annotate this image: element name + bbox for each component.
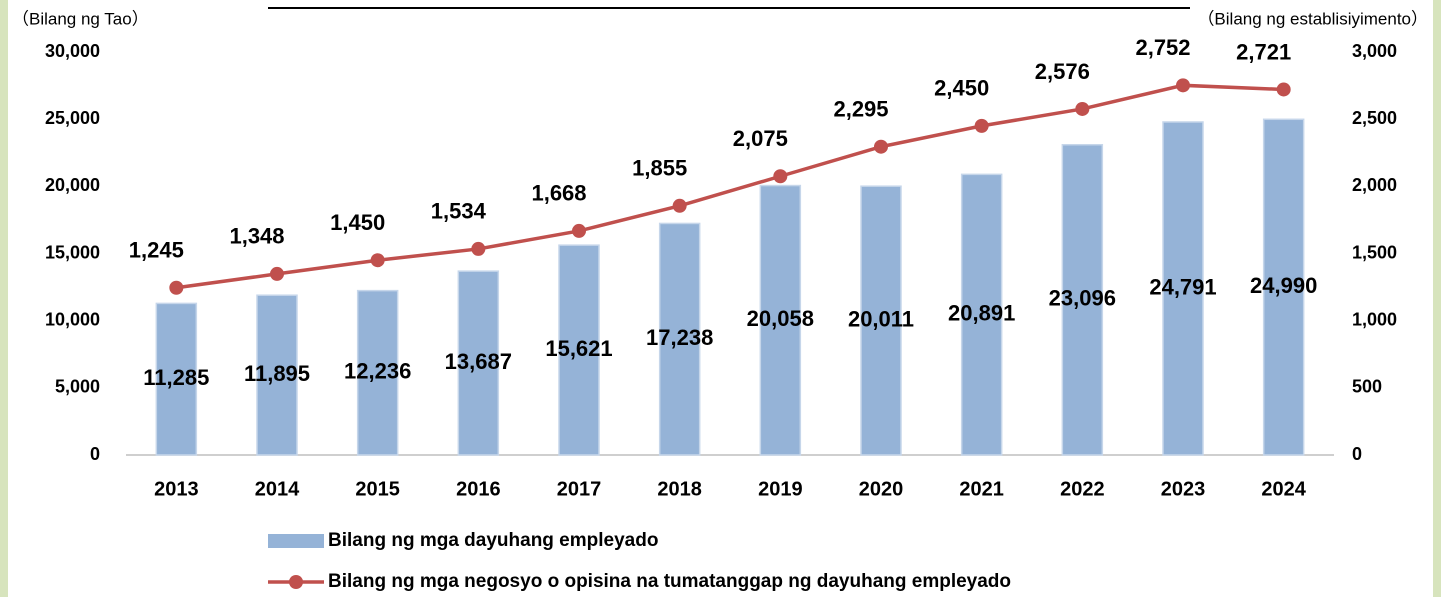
bar: [356, 289, 399, 456]
bar: [759, 184, 802, 456]
bar: [960, 173, 1003, 456]
bar-value-label: 12,236: [344, 359, 411, 384]
x-tick-label: 2021: [959, 478, 1004, 500]
bar-value-label: 23,096: [1049, 286, 1116, 311]
bar: [558, 244, 600, 456]
bar-value-label: 20,058: [747, 306, 814, 331]
x-tick-label: 2017: [557, 478, 602, 500]
line-marker: [672, 198, 687, 213]
y-tick-label: 30,000: [45, 41, 100, 61]
y2-axis-label: （Bilang ng establisiyimento）: [1197, 9, 1428, 28]
legend-swatch: [268, 534, 324, 548]
x-tick-label: 2013: [154, 478, 199, 500]
line-marker: [773, 169, 788, 184]
bar: [1061, 143, 1104, 456]
line-value-label: 1,348: [229, 224, 284, 249]
line-marker: [1176, 78, 1190, 93]
line-marker: [1075, 101, 1090, 116]
bar-value-label: 20,011: [848, 306, 914, 331]
line-value-label: 2,295: [833, 97, 888, 122]
bar: [155, 302, 198, 456]
x-tick-label: 2016: [456, 478, 501, 500]
y2-tick-label: 1,000: [1352, 309, 1397, 329]
line-value-label: 1,245: [129, 238, 184, 263]
y-tick-label: 20,000: [45, 175, 100, 195]
line-value-label: 2,576: [1035, 59, 1090, 84]
line-marker: [169, 280, 184, 295]
y-tick-label: 25,000: [45, 108, 100, 128]
bar-value-label: 11,285: [143, 365, 209, 390]
line: [176, 83, 1284, 290]
x-tick-label: 2023: [1161, 478, 1206, 500]
legend-label: Bilang ng mga negosyo o opisina na tumat…: [328, 571, 1011, 592]
bar-value-label: 20,891: [948, 300, 1015, 325]
bar: [457, 270, 500, 456]
line-marker: [370, 253, 385, 268]
y-tick-label: 15,000: [45, 242, 100, 262]
legend-label: Bilang ng mga dayuhang empleyado: [328, 530, 658, 551]
x-tick-label: 2015: [355, 478, 400, 500]
line-marker: [1276, 82, 1291, 97]
line-marker: [572, 223, 586, 238]
line-value-label: 1,668: [531, 181, 586, 206]
line-value-label: 1,450: [330, 210, 385, 235]
line-marker: [270, 266, 284, 281]
line-value-label: 2,450: [934, 76, 989, 101]
line-value-label: 1,534: [431, 199, 487, 224]
bar: [658, 222, 701, 456]
line-value-label: 2,075: [733, 126, 788, 151]
bar-value-label: 24,791: [1149, 274, 1216, 299]
bar-value-label: 15,621: [545, 336, 612, 361]
y-tick-label: 10,000: [45, 309, 100, 329]
line-value-label: 2,721: [1236, 39, 1291, 64]
bar: [256, 294, 298, 456]
line-marker: [874, 139, 888, 154]
x-tick-label: 2014: [255, 478, 300, 500]
y2-tick-label: 2,000: [1352, 175, 1397, 195]
line-value-label: 2,752: [1135, 35, 1190, 60]
bar: [1262, 118, 1305, 456]
legend-marker: [289, 575, 303, 589]
x-tick-label: 2018: [657, 478, 702, 500]
y2-tick-label: 500: [1352, 377, 1382, 397]
y2-tick-label: 2,500: [1352, 108, 1397, 128]
y-tick-label: 5,000: [55, 377, 100, 397]
x-tick-label: 2020: [859, 478, 904, 500]
x-tick-label: 2024: [1261, 478, 1306, 500]
line-value-label: 1,855: [632, 156, 687, 181]
left-border: [0, 0, 8, 597]
bar-value-label: 11,895: [244, 361, 310, 386]
bar: [860, 185, 902, 456]
right-border: [1433, 0, 1441, 597]
y2-tick-label: 3,000: [1352, 41, 1397, 61]
bar: [1162, 121, 1204, 456]
x-tick-label: 2022: [1060, 478, 1105, 500]
bar-value-label: 17,238: [646, 325, 713, 350]
y-tick-label: 0: [90, 444, 100, 464]
bar-value-label: 13,687: [445, 349, 512, 374]
bar-value-label: 24,990: [1250, 273, 1317, 298]
x-tick-label: 2019: [758, 478, 803, 500]
line-marker: [974, 118, 989, 133]
y2-tick-label: 1,500: [1352, 242, 1397, 262]
y-axis-label: （Bilang ng Tao）: [12, 9, 149, 28]
y2-tick-label: 0: [1352, 444, 1362, 464]
line-marker: [471, 241, 486, 256]
